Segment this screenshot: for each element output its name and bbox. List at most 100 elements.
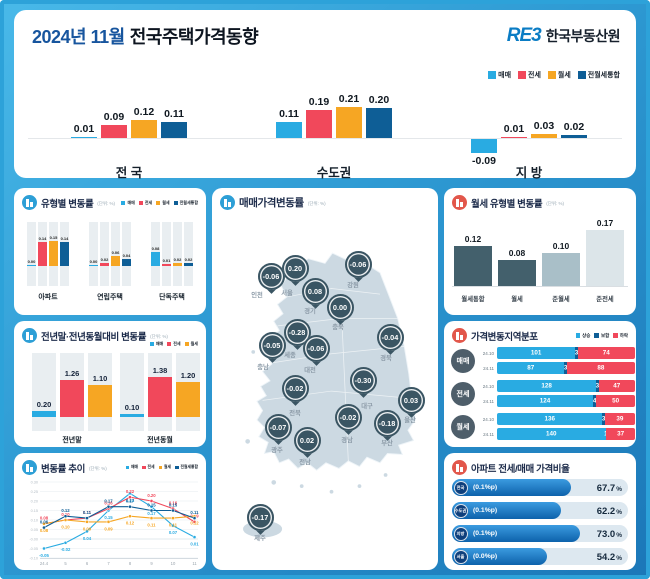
map-pin-경기: 0.08 — [301, 277, 329, 305]
panel-monthly-head: 월세 유형별 변동률 (단위: %) — [444, 188, 636, 210]
svg-text:0.22: 0.22 — [126, 489, 135, 494]
bar-label: 월세통합 — [461, 296, 485, 303]
bar-전월세통합 — [122, 259, 131, 266]
legend-swatch — [158, 465, 163, 470]
title-month: 2024년 11월 — [32, 27, 125, 47]
bar-월세 — [173, 262, 182, 266]
panel-ratio-title: 아파트 전세/매매 가격비율 — [471, 463, 570, 475]
dist-seg-보합: 3 — [564, 362, 567, 374]
bar-월세 — [111, 255, 120, 266]
bar-value: 0.19 — [308, 95, 330, 108]
svg-text:0.24: 0.24 — [126, 498, 135, 503]
dist-seg-보합: 3 — [595, 380, 600, 392]
bar-value: 1.38 — [152, 365, 168, 375]
map-region-label: 충남 — [257, 364, 269, 371]
svg-text:7: 7 — [107, 561, 110, 566]
legend-label: 보합 — [600, 332, 610, 338]
bar-value: 0.01 — [503, 122, 525, 135]
bar-월세 — [531, 133, 557, 138]
bar-value: 0.10 — [124, 403, 140, 413]
panel-map: 매매가격변동률 (단위: %) 0.20 서울 -0.06 인천 0.08 경기 -0.06… — [212, 188, 438, 570]
dist-seg-보합: 1 — [604, 428, 608, 440]
legend-label: 전세 — [528, 72, 541, 79]
legend-item: 전세 — [518, 70, 541, 80]
dist-period: 24.10 — [482, 383, 494, 389]
map-region-label: 서울 — [281, 290, 293, 297]
legend-swatch — [488, 71, 497, 79]
bar-월세 — [176, 382, 200, 417]
panel-monthly-title: 월세 유형별 변동률 — [471, 198, 543, 210]
map-region-label: 울산 — [404, 417, 416, 424]
bar-value: 0.03 — [533, 119, 555, 132]
type-bar-chart: 0.00 0.14 0.15 0.14 아파트 0.00 0.02 0.06 0.04 연립주택 0… — [14, 214, 206, 314]
dist-seg-value: 140 — [546, 430, 557, 438]
bar-value: 0.10 — [552, 241, 570, 251]
bar-value: 1.10 — [92, 374, 108, 384]
building-icon — [452, 460, 467, 475]
panel-ratio: 아파트 전세/매매 가격비율 전국 (0.1%p) 67.7% 수도권 (0.1%p) 6… — [444, 453, 636, 570]
bar-전세 — [162, 264, 171, 266]
trend-series-전월세통합 — [43, 506, 195, 529]
legend-item: 전세 — [167, 341, 181, 347]
svg-text:10: 10 — [171, 561, 176, 566]
ratio-fill-수도권: 수도권 (0.1%p) — [452, 502, 562, 519]
bar-value: 0.08 — [151, 246, 160, 252]
panel-type-change: 유형별 변동률 (단위: %) 매매 전세 월세 전월세통합 0.00 0.14 0.15… — [14, 188, 206, 315]
panel-ratio-head: 아파트 전세/매매 가격비율 — [444, 453, 636, 475]
bar-전세 — [501, 136, 527, 138]
baseline — [452, 286, 628, 287]
ratio-fill-서울: 서울 (0.0%p) — [452, 548, 548, 565]
legend-label: 전월세통합 — [180, 465, 198, 469]
svg-text:0.11: 0.11 — [83, 510, 92, 515]
trend-line-chart: 0.300.250.200.150.100.05-0.00-0.05-0.102… — [29, 480, 199, 566]
dist-seg-value: 74 — [602, 349, 610, 357]
svg-text:0.09: 0.09 — [83, 526, 92, 531]
title-main: 전국주택가격동향 — [129, 27, 259, 47]
svg-text:0.16: 0.16 — [169, 500, 178, 505]
dist-seg-value: 3 — [595, 382, 600, 390]
dist-period: 24.11 — [483, 365, 494, 371]
map-pin-전남: 0.02 — [293, 426, 321, 454]
dist-period: 24.11 — [483, 431, 494, 437]
svg-text:5: 5 — [64, 561, 67, 566]
legend-swatch — [142, 465, 146, 470]
svg-text:-0.02: -0.02 — [61, 547, 71, 552]
bar-value: 0.15 — [49, 234, 58, 240]
legend-item: 월세 — [547, 70, 571, 80]
bar-value: 0.21 — [338, 92, 360, 105]
bg-column — [120, 353, 144, 431]
legend-swatch — [594, 333, 599, 338]
bg-column — [32, 353, 56, 431]
legend-label: 월세 — [190, 341, 198, 346]
svg-text:-0.05: -0.05 — [39, 553, 49, 558]
panel-type-head: 유형별 변동률 (단위: %) 매매 전세 월세 전월세통합 — [14, 188, 206, 210]
legend-swatch — [184, 342, 189, 346]
svg-text:24.4: 24.4 — [40, 561, 49, 566]
dist-seg-value: 47 — [613, 382, 621, 390]
ratio-value-num: 62.2 — [596, 505, 616, 517]
legend-label: 월세 — [162, 199, 170, 205]
svg-text:0.16: 0.16 — [104, 500, 113, 505]
svg-text:0.17: 0.17 — [104, 499, 113, 504]
svg-text:0.20: 0.20 — [147, 493, 156, 498]
svg-text:0.12: 0.12 — [61, 508, 70, 513]
svg-text:0.05: 0.05 — [31, 528, 38, 532]
legend-item: 하락 — [613, 333, 628, 339]
trend-chart-holder: 0.30 0.25 0.20 0.15 0.10 0.05 -0.00 -0.05 -0.10 2… — [16, 474, 206, 570]
group-label: 전년동월 — [147, 437, 173, 444]
group-label: 수도권 — [316, 166, 352, 180]
legend-swatch — [613, 333, 618, 338]
bar-전월세통합 — [561, 135, 587, 138]
svg-text:0.17: 0.17 — [147, 511, 156, 516]
legend-trend: 매매 전세 월세 전월세통합 — [125, 465, 198, 470]
panel-map-unit: (단위: %) — [307, 200, 326, 206]
ratio-value-pct: % — [616, 508, 622, 516]
bar-매매 — [276, 121, 302, 138]
map-region-label: 전북 — [289, 410, 301, 417]
building-icon — [220, 195, 235, 210]
panel-yoy-unit: (단위: %) — [150, 333, 168, 339]
bg-column — [122, 222, 131, 286]
bar-value: 0.14 — [60, 236, 69, 242]
dist-badge-전세: 전세 — [451, 381, 475, 406]
legend-item: 전월세통합 — [577, 70, 620, 80]
